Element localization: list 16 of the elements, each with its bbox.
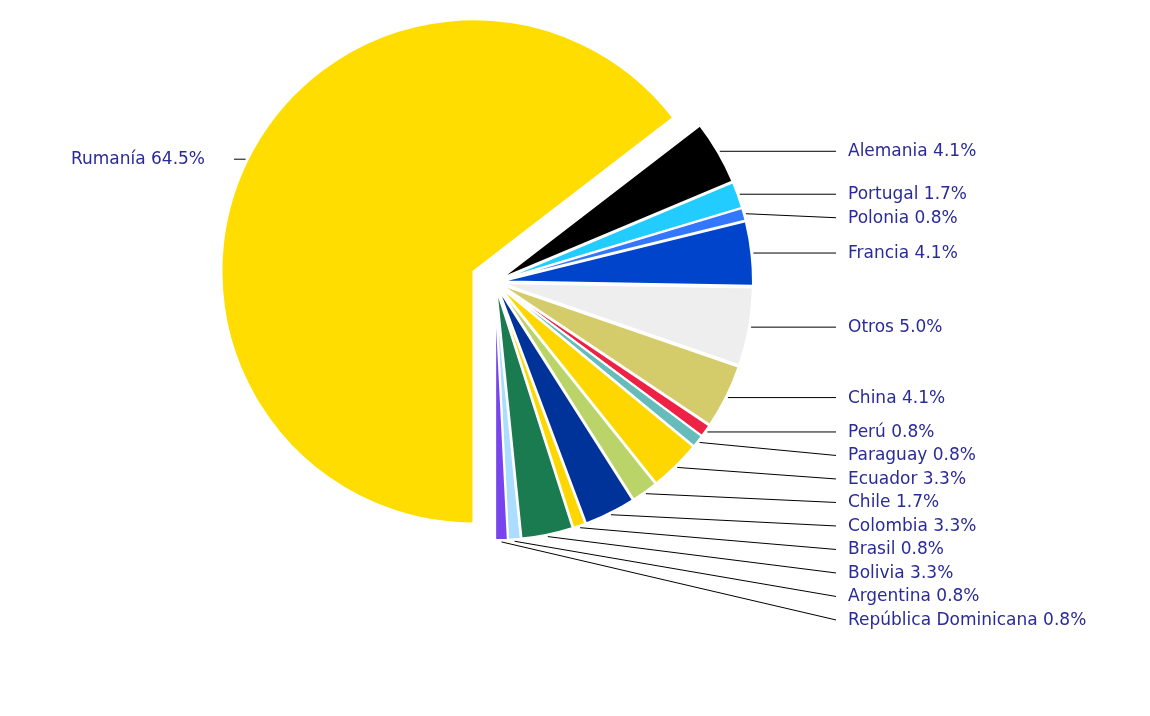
- slice-label: Otros 5.0%: [848, 316, 943, 337]
- slice-label: Bolivia 3.3%: [848, 561, 954, 582]
- slice-label: Ecuador 3.3%: [848, 467, 967, 488]
- slice-label: Chile 1.7%: [848, 491, 940, 512]
- slice-label: Paraguay 0.8%: [848, 444, 976, 465]
- slice-label: Portugal 1.7%: [848, 183, 967, 204]
- slice-label: Brasil 0.8%: [848, 538, 944, 559]
- slice-label: Alemania 4.1%: [848, 140, 977, 161]
- slice-label: Perú 0.8%: [848, 420, 935, 441]
- slice-label: Polonia 0.8%: [848, 206, 958, 227]
- slice-label: China 4.1%: [848, 386, 946, 407]
- slice-label: República Dominicana 0.8%: [848, 608, 1087, 629]
- slice-label: Rumanía 64.5%: [70, 148, 205, 169]
- slice-label: Argentina 0.8%: [848, 585, 980, 606]
- slice-label: Colombia 3.3%: [848, 514, 977, 535]
- slice-label: Francia 4.1%: [848, 242, 958, 263]
